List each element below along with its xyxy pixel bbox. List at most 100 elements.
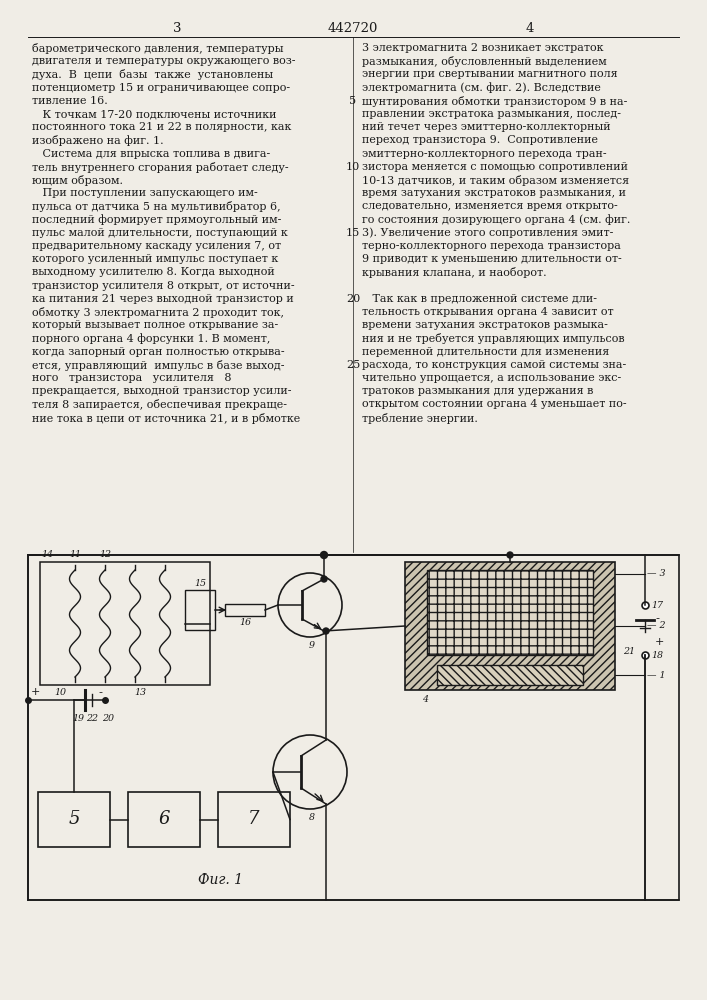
Text: порного органа 4 форсунки 1. В момент,: порного органа 4 форсунки 1. В момент, bbox=[32, 333, 270, 344]
Text: правлении экстратока размыкания, послед-: правлении экстратока размыкания, послед- bbox=[362, 109, 621, 119]
Text: постоянного тока 21 и 22 в полярности, как: постоянного тока 21 и 22 в полярности, к… bbox=[32, 122, 291, 132]
Text: которого усиленный импульс поступает к: которого усиленный импульс поступает к bbox=[32, 254, 279, 264]
Text: 4: 4 bbox=[526, 22, 534, 35]
Text: тель внутреннего сгорания работает следу-: тель внутреннего сгорания работает следу… bbox=[32, 162, 288, 173]
Text: чительно упрощается, а использование экс-: чительно упрощается, а использование экс… bbox=[362, 373, 621, 383]
Text: прекращается, выходной транзистор усили-: прекращается, выходной транзистор усили- bbox=[32, 386, 291, 396]
Text: 3). Увеличение этого сопротивления эмит-: 3). Увеличение этого сопротивления эмит- bbox=[362, 228, 614, 238]
Bar bbox=[405, 562, 615, 690]
Text: 20: 20 bbox=[346, 294, 360, 304]
Text: +: + bbox=[31, 687, 40, 697]
Text: 8: 8 bbox=[309, 813, 315, 822]
Text: время затухания экстратоков размыкания, и: время затухания экстратоков размыкания, … bbox=[362, 188, 626, 198]
Text: когда запорный орган полностью открыва-: когда запорный орган полностью открыва- bbox=[32, 347, 285, 357]
Text: 6: 6 bbox=[158, 810, 170, 828]
Bar bbox=[427, 570, 593, 655]
Text: 12: 12 bbox=[99, 550, 111, 559]
Text: времени затухания экстратоков размыка-: времени затухания экстратоков размыка- bbox=[362, 320, 608, 330]
Text: Система для впрыска топлива в двига-: Система для впрыска топлива в двига- bbox=[32, 149, 270, 159]
Text: 442720: 442720 bbox=[328, 22, 378, 35]
Text: тратоков размыкания для удержания в: тратоков размыкания для удержания в bbox=[362, 386, 593, 396]
Text: пульса от датчика 5 на мультивибратор 6,: пульса от датчика 5 на мультивибратор 6, bbox=[32, 201, 281, 212]
Text: 15: 15 bbox=[346, 228, 360, 238]
Text: 18: 18 bbox=[651, 650, 663, 660]
Text: размыкания, обусловленный выделением: размыкания, обусловленный выделением bbox=[362, 56, 607, 67]
Bar bbox=[218, 792, 290, 847]
Text: ного   транзистора   усилителя   8: ного транзистора усилителя 8 bbox=[32, 373, 231, 383]
Text: транзистор усилителя 8 открыт, от источни-: транзистор усилителя 8 открыт, от источн… bbox=[32, 281, 295, 291]
Text: ния и не требуется управляющих импульсов: ния и не требуется управляющих импульсов bbox=[362, 333, 624, 344]
Text: ние тока в цепи от источника 21, и в рбмотке: ние тока в цепи от источника 21, и в рбм… bbox=[32, 413, 300, 424]
Text: обмотку 3 электромагнита 2 проходит ток,: обмотку 3 электромагнита 2 проходит ток, bbox=[32, 307, 284, 318]
Text: зистора меняется с помощью сопротивлений: зистора меняется с помощью сопротивлений bbox=[362, 162, 628, 172]
Text: эмиттерно-коллекторного перехода тран-: эмиттерно-коллекторного перехода тран- bbox=[362, 149, 607, 159]
Bar bbox=[28, 555, 679, 900]
Text: переход транзистора 9.  Сопротивление: переход транзистора 9. Сопротивление bbox=[362, 135, 598, 145]
Text: 10: 10 bbox=[346, 162, 360, 172]
Bar bbox=[40, 562, 210, 685]
Text: открытом состоянии органа 4 уменьшает по-: открытом состоянии органа 4 уменьшает по… bbox=[362, 399, 626, 409]
Text: 17: 17 bbox=[651, 600, 663, 609]
Text: 10: 10 bbox=[54, 688, 66, 697]
Bar bbox=[185, 590, 215, 630]
Text: барометрического давления, температуры: барометрического давления, температуры bbox=[32, 43, 284, 54]
Text: 9 приводит к уменьшению длительности от-: 9 приводит к уменьшению длительности от- bbox=[362, 254, 621, 264]
Text: -: - bbox=[655, 613, 659, 623]
Bar bbox=[128, 792, 200, 847]
Text: — 2: — 2 bbox=[647, 621, 665, 631]
Text: двигателя и температуры окружающего воз-: двигателя и температуры окружающего воз- bbox=[32, 56, 296, 66]
Text: ка питания 21 через выходной транзистор и: ка питания 21 через выходной транзистор … bbox=[32, 294, 293, 304]
Text: шунтирования обмотки транзистором 9 в на-: шунтирования обмотки транзистором 9 в на… bbox=[362, 96, 627, 107]
Text: 14: 14 bbox=[41, 550, 53, 559]
Text: терно-коллекторного перехода транзистора: терно-коллекторного перехода транзистора bbox=[362, 241, 621, 251]
Text: — 1: — 1 bbox=[647, 670, 665, 680]
Text: ется, управляющий  импульс в базе выход-: ется, управляющий импульс в базе выход- bbox=[32, 360, 284, 371]
Text: ний течет через эмиттерно-коллекторный: ний течет через эмиттерно-коллекторный bbox=[362, 122, 611, 132]
Text: 5: 5 bbox=[69, 810, 80, 828]
Text: 20: 20 bbox=[102, 714, 114, 723]
Text: тивление 16.: тивление 16. bbox=[32, 96, 107, 106]
Text: 19: 19 bbox=[72, 714, 84, 723]
Text: Так как в предложенной системе дли-: Так как в предложенной системе дли- bbox=[362, 294, 597, 304]
Text: 3 электромагнита 2 возникает экстраток: 3 электромагнита 2 возникает экстраток bbox=[362, 43, 604, 53]
Text: теля 8 запирается, обеспечивая прекраще-: теля 8 запирается, обеспечивая прекраще- bbox=[32, 399, 287, 410]
Text: 4: 4 bbox=[422, 695, 428, 704]
Text: 25: 25 bbox=[346, 360, 360, 370]
Text: 21: 21 bbox=[623, 648, 635, 656]
Text: 7: 7 bbox=[248, 810, 259, 828]
Text: электромагнита (см. фиг. 2). Вследствие: электромагнита (см. фиг. 2). Вследствие bbox=[362, 83, 601, 93]
Text: 3: 3 bbox=[173, 22, 181, 35]
Text: го состояния дозирующего органа 4 (см. фиг.: го состояния дозирующего органа 4 (см. ф… bbox=[362, 215, 631, 225]
Text: 10-13 датчиков, и таким образом изменяется: 10-13 датчиков, и таким образом изменяет… bbox=[362, 175, 629, 186]
Text: переменной длительности для изменения: переменной длительности для изменения bbox=[362, 347, 609, 357]
Text: требление энергии.: требление энергии. bbox=[362, 413, 478, 424]
Text: 22: 22 bbox=[86, 714, 98, 723]
Text: потенциометр 15 и ограничивающее сопро-: потенциометр 15 и ограничивающее сопро- bbox=[32, 83, 290, 93]
Text: 16: 16 bbox=[239, 618, 251, 627]
Text: — 3: — 3 bbox=[647, 570, 665, 578]
Text: изображено на фиг. 1.: изображено на фиг. 1. bbox=[32, 135, 163, 146]
Text: 13: 13 bbox=[134, 688, 146, 697]
Text: К точкам 17-20 подключены источники: К точкам 17-20 подключены источники bbox=[32, 109, 276, 119]
Circle shape bbox=[320, 552, 327, 558]
Text: При поступлении запускающего им-: При поступлении запускающего им- bbox=[32, 188, 258, 198]
Bar bbox=[225, 604, 265, 616]
Circle shape bbox=[507, 552, 513, 558]
Text: 9: 9 bbox=[309, 641, 315, 650]
Bar bbox=[437, 665, 583, 685]
Text: ющим образом.: ющим образом. bbox=[32, 175, 123, 186]
Text: Фиг. 1: Фиг. 1 bbox=[197, 873, 243, 887]
Text: крывания клапана, и наоборот.: крывания клапана, и наоборот. bbox=[362, 267, 547, 278]
Text: +: + bbox=[655, 637, 665, 647]
Circle shape bbox=[323, 628, 329, 634]
Text: 11: 11 bbox=[69, 550, 81, 559]
Text: -: - bbox=[98, 687, 102, 697]
Text: 15: 15 bbox=[194, 579, 206, 588]
Circle shape bbox=[321, 576, 327, 582]
Text: энергии при свертывании магнитного поля: энергии при свертывании магнитного поля bbox=[362, 69, 618, 79]
Text: пульс малой длительности, поступающий к: пульс малой длительности, поступающий к bbox=[32, 228, 288, 238]
Text: расхода, то конструкция самой системы зна-: расхода, то конструкция самой системы зн… bbox=[362, 360, 626, 370]
Text: 5: 5 bbox=[349, 96, 356, 106]
Text: выходному усилителю 8. Когда выходной: выходному усилителю 8. Когда выходной bbox=[32, 267, 275, 277]
Bar bbox=[38, 792, 110, 847]
